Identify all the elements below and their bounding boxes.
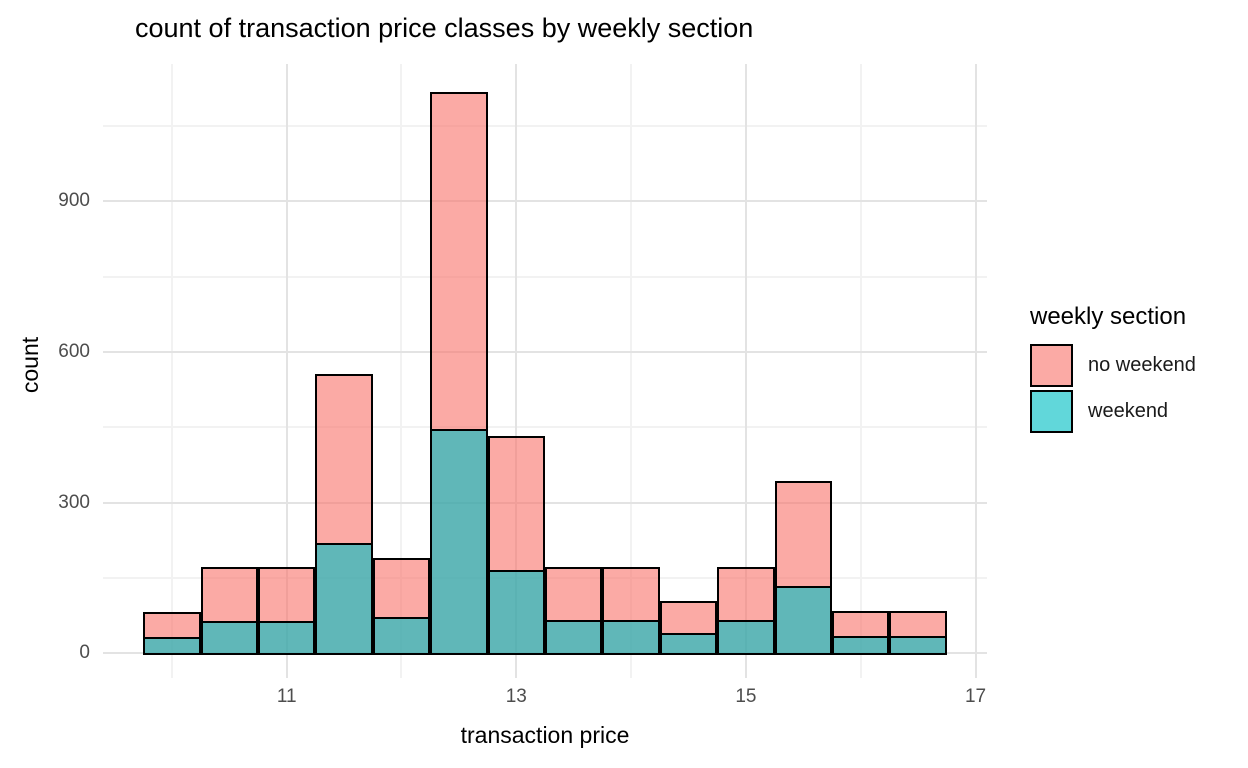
legend-key-no-weekend-swatch: [1030, 344, 1073, 387]
histogram-bar-weekend: [430, 429, 488, 656]
histogram-bar-weekend: [200, 621, 258, 656]
y-tick-label: 0: [79, 642, 90, 664]
y-minor-gridline: [103, 124, 987, 127]
legend-title: weekly section: [1030, 303, 1187, 330]
x-minor-gridline: [630, 64, 633, 678]
x-major-gridline: [974, 64, 977, 678]
x-major-gridline: [515, 64, 518, 678]
x-tick-label: 11: [276, 686, 297, 707]
histogram-bar-weekend: [659, 633, 718, 656]
legend-label: no weekend: [1088, 354, 1196, 376]
histogram-bar-weekend: [545, 620, 603, 656]
histogram-bar-weekend: [372, 617, 431, 656]
legend-item-no-weekend: no weekend: [1030, 344, 1248, 387]
x-axis-title: transaction price: [460, 722, 630, 748]
histogram-bar-weekend: [258, 621, 316, 656]
legend: weekly section no weekend weekend: [1030, 303, 1248, 436]
chart-title: count of transaction price classes by we…: [135, 13, 754, 43]
y-tick-label: 300: [58, 491, 90, 513]
legend-key-weekend-swatch: [1030, 390, 1073, 433]
x-minor-gridline: [859, 64, 862, 678]
y-minor-gridline: [103, 426, 987, 429]
x-tick-label: 17: [964, 686, 987, 707]
y-major-gridline: [103, 350, 987, 353]
y-tick-label: 900: [58, 190, 90, 212]
y-axis-title: count: [17, 336, 43, 394]
histogram-bar-weekend: [487, 569, 545, 656]
x-minor-gridline: [400, 64, 403, 678]
histogram-bar-weekend: [774, 585, 832, 656]
histogram-bar-weekend: [315, 542, 373, 656]
x-major-gridline: [285, 64, 288, 678]
x-minor-gridline: [170, 64, 173, 678]
x-major-gridline: [744, 64, 747, 678]
x-tick-label: 15: [735, 686, 757, 707]
x-tick-label: 13: [505, 686, 527, 707]
legend-item-weekend: weekend: [1030, 390, 1248, 433]
y-major-gridline: [103, 200, 987, 203]
histogram-bar-weekend: [832, 636, 890, 656]
y-major-gridline: [103, 501, 987, 504]
legend-label: weekend: [1088, 400, 1169, 422]
y-minor-gridline: [103, 275, 987, 278]
histogram-bar-weekend: [717, 620, 775, 656]
histogram-bar-weekend: [889, 636, 947, 656]
histogram-bar-weekend: [143, 636, 201, 656]
histogram-bar-weekend: [602, 620, 660, 656]
y-tick-label: 600: [58, 340, 90, 362]
